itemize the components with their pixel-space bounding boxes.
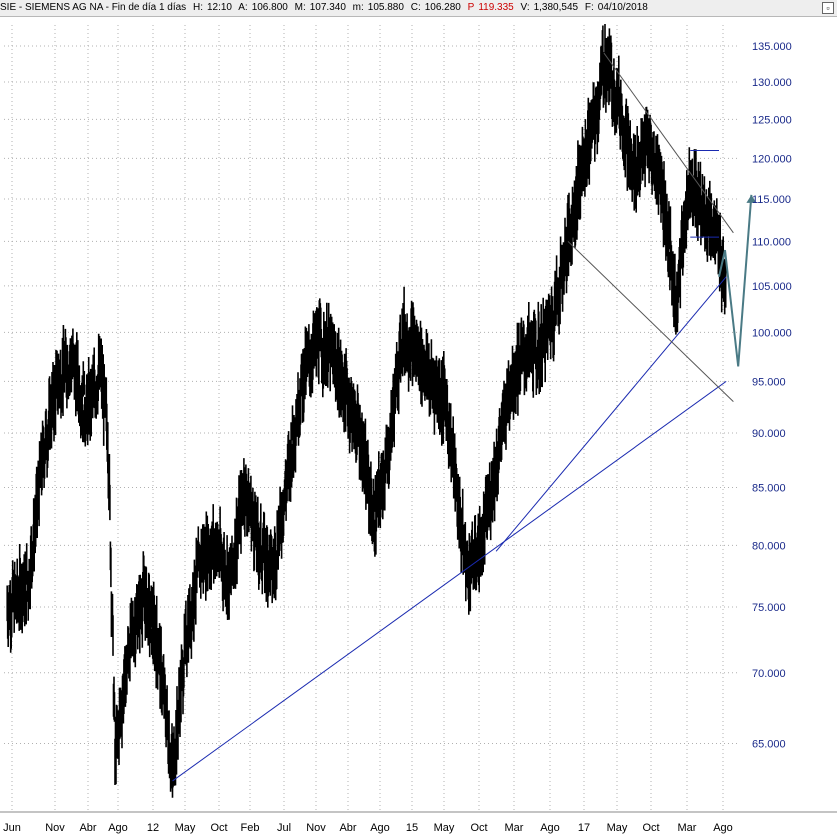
x-tick-label: May <box>607 822 628 834</box>
symbol-title: SIE - SIEMENS AG NA - Fin de día 1 días <box>0 2 187 13</box>
y-axis: 135.000 130.000 125.000 120.000 115.000 110.0… <box>752 41 792 751</box>
hour-label: H: <box>192 2 203 13</box>
y-tick-label: 95.000 <box>752 376 786 388</box>
y-tick-label: 80.000 <box>752 540 786 552</box>
open-value: 106.800 <box>251 2 288 13</box>
x-tick-label: Mar <box>678 822 697 834</box>
date-label: F: <box>584 2 594 13</box>
x-tick-label: Ago <box>713 822 733 834</box>
high-value: 107.340 <box>309 2 346 13</box>
y-tick-label: 130.000 <box>752 77 792 89</box>
y-tick-label: 125.000 <box>752 114 792 126</box>
volume-label: V: <box>520 2 530 13</box>
x-tick-label: Nov <box>45 822 65 834</box>
y-tick-label: 85.000 <box>752 482 786 494</box>
close-window-button[interactable]: ▫ <box>822 2 834 14</box>
support-trendline <box>172 380 727 782</box>
open-label: A: <box>238 2 248 13</box>
support-trendline-steep <box>495 276 727 552</box>
x-tick-label: Oct <box>470 822 487 834</box>
price-chart[interactable]: 135.000 130.000 125.000 120.000 115.000 110.0… <box>0 17 837 834</box>
x-tick-label: Oct <box>642 822 659 834</box>
price-bars <box>6 24 727 798</box>
x-tick-label: Jun <box>3 822 21 834</box>
y-tick-label: 70.000 <box>752 668 786 680</box>
x-tick-label: Nov <box>306 822 326 834</box>
low-label: m: <box>352 2 364 13</box>
x-tick-label: May <box>434 822 455 834</box>
chart-header: SIE - SIEMENS AG NA - Fin de día 1 días … <box>0 0 837 17</box>
p-label: P <box>467 2 475 13</box>
y-tick-label: 105.000 <box>752 281 792 293</box>
high-label: M: <box>294 2 306 13</box>
x-tick-label: 15 <box>406 822 418 834</box>
projection-arrow <box>718 194 753 367</box>
low-value: 105.880 <box>367 2 404 13</box>
x-tick-label: Ago <box>540 822 560 834</box>
y-tick-label: 75.000 <box>752 602 786 614</box>
arrow-head-icon <box>746 194 757 203</box>
chart-grid <box>4 25 740 812</box>
x-tick-label: 17 <box>578 822 590 834</box>
x-tick-label: Abr <box>79 822 96 834</box>
x-tick-label: Oct <box>210 822 227 834</box>
date-value: 04/10/2018 <box>597 2 648 13</box>
hour-value: 12:10 <box>206 2 232 13</box>
channel-lower-line <box>567 241 734 403</box>
p-value: 119.335 <box>478 2 514 13</box>
x-tick-label: May <box>175 822 196 834</box>
x-tick-label: Mar <box>505 822 524 834</box>
chart-annotations <box>172 52 757 782</box>
volume-value: 1,380,545 <box>533 2 579 13</box>
x-tick-label: Feb <box>241 822 260 834</box>
x-axis: Jun Nov Abr Ago 12 May Oct Feb Jul Nov Abr Ago 15 May… <box>0 811 837 834</box>
price-series <box>6 24 727 798</box>
y-tick-label: 110.000 <box>752 236 791 248</box>
channel-upper-line <box>603 52 734 234</box>
y-tick-label: 120.000 <box>752 153 792 165</box>
y-tick-label: 135.000 <box>752 41 792 53</box>
x-tick-label: Ago <box>370 822 390 834</box>
y-tick-label: 115.000 <box>752 194 791 206</box>
close-label: C: <box>410 2 421 13</box>
x-tick-label: Abr <box>339 822 356 834</box>
y-tick-label: 65.000 <box>752 739 786 751</box>
y-tick-label: 100.000 <box>752 327 792 339</box>
y-tick-label: 90.000 <box>752 428 786 440</box>
close-value: 106.280 <box>424 2 461 13</box>
x-tick-label: Ago <box>108 822 128 834</box>
chart-background <box>0 17 837 834</box>
x-tick-label: 12 <box>147 822 159 834</box>
x-tick-label: Jul <box>277 822 291 834</box>
